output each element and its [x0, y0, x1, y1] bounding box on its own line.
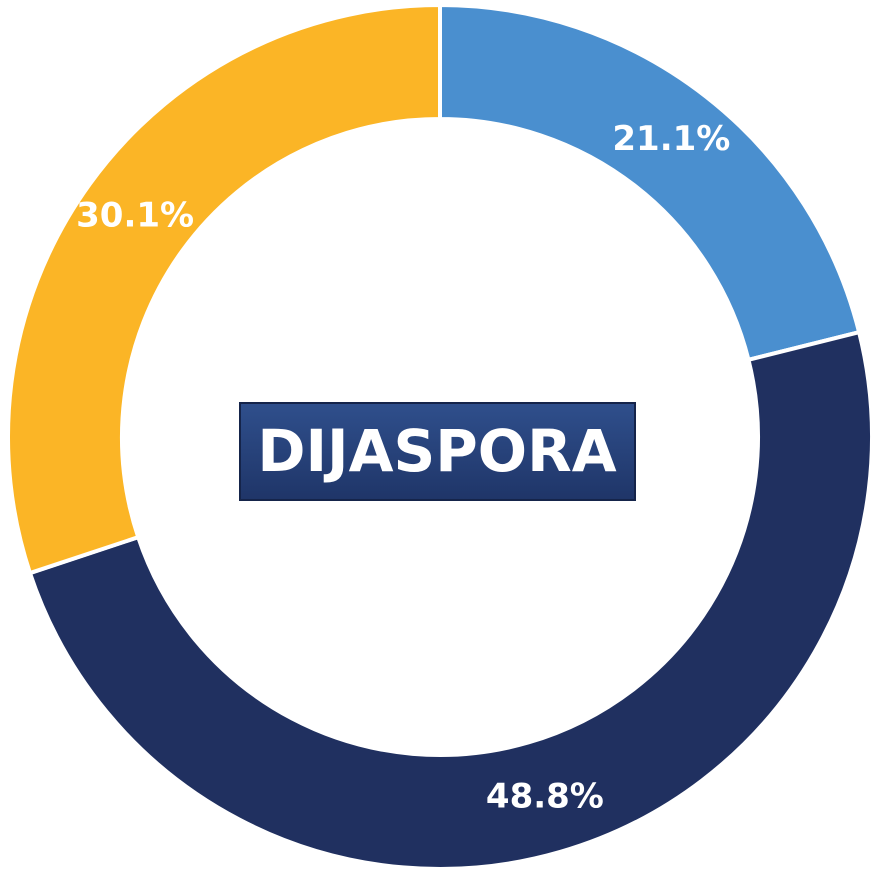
- slice: [6, 2, 442, 576]
- slice: [27, 329, 874, 871]
- data-label: 30.1%: [76, 195, 194, 235]
- center-box: [239, 402, 636, 501]
- data-label: 48.8%: [486, 777, 604, 817]
- ring: [6, 2, 874, 871]
- chart-title: DIJASPORA: [257, 417, 616, 485]
- slice: [438, 2, 862, 363]
- data-label: 21.1%: [612, 119, 730, 159]
